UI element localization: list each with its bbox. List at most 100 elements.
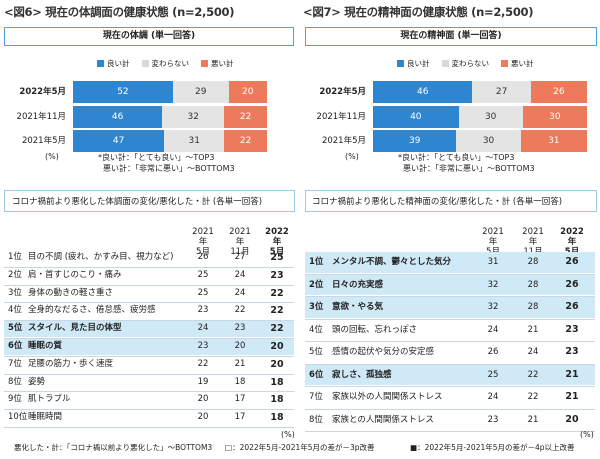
value-cell: 24: [487, 324, 499, 335]
right-section-title: コロナ禍前より悪化した精神面の変化/悪化した・計 (各単一回答): [312, 197, 563, 207]
item-name: メンタル不調、鬱々とした気分: [332, 257, 452, 267]
row-divider: [305, 408, 595, 410]
item-name: スタイル、見た目の体型: [28, 323, 122, 334]
rank-label: 3位: [309, 302, 324, 312]
row-divider: [4, 409, 294, 411]
bar-segment: 31: [520, 130, 587, 152]
item-name: 頭の回転、忘れっぽさ: [332, 324, 418, 335]
rank-label: 1位: [309, 257, 324, 267]
footer-definition: 悪化した・計：「コロナ禍以前より悪化した」～BOTTOM3: [14, 443, 213, 452]
stacked-bar: 52 29 20: [73, 81, 267, 103]
row-divider: [4, 427, 294, 428]
bar-segment: 22: [224, 106, 267, 128]
fig7-title: <図7> 現在の精神面の健康状態 (n=2,500): [303, 5, 534, 19]
value-cell: 23: [270, 269, 284, 281]
legend-good-swatch: [397, 60, 404, 67]
col-year: 2022年: [265, 227, 289, 247]
rank-label: 6位: [309, 369, 324, 380]
legend-bad: 悪い計: [201, 58, 234, 69]
value-cell: 31: [487, 257, 499, 267]
table-row: 8位 姿勢 19 18 18: [4, 375, 294, 391]
table-row: 3位 意欲・やる気 32 28 26: [305, 297, 595, 318]
value-cell: 23: [197, 341, 209, 351]
rank-label: 2位: [8, 269, 22, 280]
legend-same-label: 変わらない: [451, 59, 490, 68]
rank-label: 8位: [8, 376, 22, 387]
note-bad-def: 悪い計：「非常に悪い」～BOTTOM3: [403, 164, 535, 173]
legend-good: 良い計: [397, 58, 430, 69]
value-cell: 18: [270, 394, 284, 406]
legend-bad-label: 悪い計: [211, 59, 234, 68]
value-cell: 27: [234, 252, 246, 262]
item-name: 日々の充実感: [332, 279, 384, 290]
value-cell: 22: [197, 358, 209, 369]
row-divider: [305, 296, 595, 297]
fig6-pct-unit: (%): [45, 152, 59, 161]
col-year: 2021年: [522, 227, 544, 247]
row-divider: [4, 284, 294, 286]
table-row: 6位 寂しさ、孤独感 25 22 21: [305, 364, 595, 385]
row-divider: [4, 266, 294, 268]
bar-segment: 27: [472, 81, 531, 103]
value-cell: 26: [565, 256, 579, 267]
item-name: 肩・首すじのこり・痛み: [28, 269, 122, 280]
table-row: 1位 メンタル不調、鬱々とした気分 31 28 26: [305, 252, 595, 273]
table-row: 3位 身体の動きの軽さ重さ 25 24 22: [4, 286, 294, 302]
value-cell: 26: [197, 252, 209, 262]
bar-segment: 40: [373, 106, 459, 128]
value-cell: 21: [234, 358, 246, 369]
value-cell: 21: [527, 414, 539, 425]
row-divider: [4, 302, 294, 304]
rank-label: 4位: [309, 324, 323, 335]
stacked-bar: 40 30 30: [373, 106, 587, 128]
bar-segment: 31: [164, 130, 225, 152]
rank-label: 6位: [8, 341, 23, 351]
row-divider: [4, 355, 294, 357]
bar-category-label: 2022年5月: [319, 87, 366, 97]
stacked-bar: 47 31 22: [73, 130, 267, 152]
note-good-def: *良い計：「とても良い」～TOP3: [398, 153, 515, 162]
item-name: 全身的なだるさ、倦怠感、疲労感: [28, 305, 156, 316]
col-year: 2022年: [560, 227, 584, 247]
bar-segment: 26: [530, 81, 587, 103]
row-divider: [305, 431, 595, 432]
value-cell: 22: [270, 305, 284, 317]
value-cell: 21: [527, 324, 539, 335]
col-year: 2021年: [192, 227, 214, 247]
rank-label: 7位: [8, 358, 22, 369]
row-divider: [4, 373, 294, 375]
fig7-notes: *良い計：「とても良い」～TOP3 悪い計：「非常に悪い」～BOTTOM3: [398, 152, 535, 174]
rank-label: 9位: [8, 394, 22, 405]
value-cell: 22: [234, 305, 246, 316]
value-cell: 32: [487, 279, 499, 290]
item-name: 足腰の筋力・歩く速度: [28, 358, 114, 369]
table-row: 5位 感情の起伏や気分の安定感 26 24 23: [305, 342, 595, 363]
fig7-pct-unit: (%): [345, 152, 359, 161]
value-cell: 22: [270, 287, 284, 299]
legend-good: 良い計: [97, 58, 130, 69]
legend-bad: 悪い計: [501, 58, 534, 69]
table-row: 9位 肌トラブル 20 17 18: [4, 392, 294, 408]
value-cell: 20: [197, 394, 209, 405]
value-cell: 19: [197, 376, 209, 387]
right-table-pct-unit: (%): [580, 430, 594, 439]
value-cell: 24: [234, 269, 246, 280]
legend-same: 変わらない: [141, 58, 189, 69]
value-cell: 24: [487, 392, 499, 402]
row-divider: [4, 391, 294, 393]
value-cell: 23: [565, 346, 579, 357]
value-cell: 25: [197, 269, 209, 280]
legend-same-swatch: [141, 60, 149, 67]
value-cell: 20: [197, 412, 209, 423]
fig6-title: <図6> 現在の体調面の健康状態 (n=2,500): [4, 5, 235, 19]
item-name: 睡眠の質: [28, 341, 63, 351]
value-cell: 20: [565, 413, 579, 425]
legend-bad-swatch: [201, 60, 208, 67]
legend-bad-label: 悪い計: [511, 59, 534, 68]
bar-category-label: 2021年11月: [16, 112, 66, 122]
rank-label: 7位: [309, 392, 323, 402]
note-good-def: *良い計：「とても良い」～TOP3: [98, 153, 215, 162]
value-cell: 28: [527, 279, 539, 290]
stacked-bar: 46 32 22: [73, 106, 267, 128]
item-name: 家族との人間関係ストレス: [332, 414, 434, 425]
